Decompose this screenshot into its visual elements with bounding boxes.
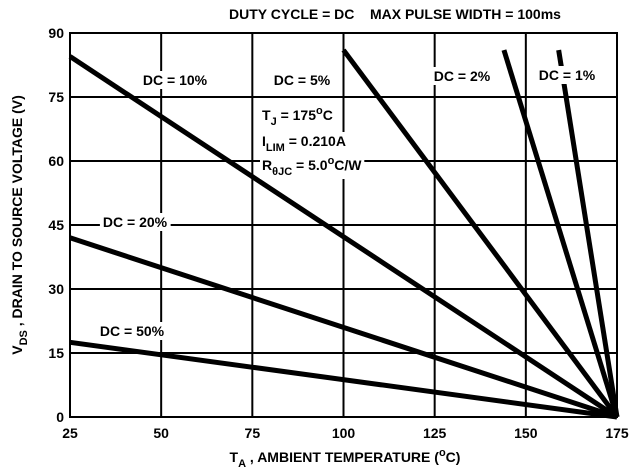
text-part: o — [316, 105, 323, 117]
text-part: C — [323, 107, 333, 123]
y-tick-label: 0 — [56, 409, 64, 425]
y-tick-label: 15 — [48, 345, 64, 361]
series-line — [501, 49, 620, 418]
text-part: o — [328, 155, 335, 167]
text-part: C) — [446, 449, 461, 465]
series-label: DC = 10% — [143, 72, 208, 88]
text-part: = 175 — [277, 107, 317, 123]
text-part: T — [230, 449, 239, 465]
x-tick-label: 75 — [245, 425, 261, 441]
x-tick-label: 100 — [332, 425, 356, 441]
y-tick-label: 60 — [48, 153, 64, 169]
text-part: = 0.210A — [285, 133, 346, 149]
text-part: DS — [18, 330, 30, 345]
x-tick-label: 25 — [62, 425, 78, 441]
label-background — [535, 66, 599, 84]
series-label: DC = 2% — [434, 68, 491, 84]
label-background — [139, 71, 211, 89]
annotation: TJ = 175oC — [262, 105, 333, 128]
plot-border — [69, 32, 618, 418]
label-background — [260, 104, 335, 129]
text-part: A — [238, 458, 246, 470]
label-background — [430, 67, 494, 85]
text-part: o — [439, 447, 446, 459]
series-label: DC = 5% — [274, 72, 331, 88]
text-part: T — [262, 107, 271, 123]
text-part: J — [271, 116, 277, 128]
text-part: LIM — [266, 142, 285, 154]
y-tick-label: 75 — [48, 89, 64, 105]
y-tick-label: 90 — [48, 25, 64, 41]
series-line — [68, 54, 619, 420]
annotation: RθJC = 5.0oC/W — [262, 155, 362, 178]
text-part: , DRAIN TO SOURCE VOLTAGE (V) — [9, 95, 25, 330]
x-tick-label: 175 — [605, 425, 629, 441]
series-line — [69, 339, 618, 420]
label-background — [96, 322, 168, 340]
y-tick-label: 30 — [48, 281, 64, 297]
y-tick-label: 45 — [48, 217, 64, 233]
label-background — [99, 213, 171, 231]
x-tick-label: 125 — [423, 425, 447, 441]
text-part: = 5.0 — [292, 157, 328, 173]
text-part: θJC — [272, 166, 292, 178]
text-part: I — [262, 133, 266, 149]
text-part: V — [9, 345, 25, 355]
label-background — [270, 71, 334, 89]
x-tick-label: 150 — [514, 425, 538, 441]
series-line — [69, 235, 618, 420]
series-label: DC = 1% — [539, 67, 596, 83]
annotation: ILIM = 0.210A — [262, 133, 346, 154]
y-axis-title: VDS , DRAIN TO SOURCE VOLTAGE (V) — [9, 95, 30, 355]
label-background — [260, 132, 348, 155]
chart-title: DUTY CYCLE = DC MAX PULSE WIDTH = 100ms — [229, 6, 561, 22]
label-background — [260, 154, 365, 179]
text-part: R — [262, 157, 272, 173]
series-line — [341, 48, 620, 419]
text-part: C/W — [334, 157, 362, 173]
text-part: , AMBIENT TEMPERATURE ( — [246, 449, 439, 465]
series-line — [556, 49, 620, 418]
x-axis-title: TA , AMBIENT TEMPERATURE (oC) — [230, 447, 461, 470]
x-tick-label: 50 — [153, 425, 169, 441]
series-label: DC = 50% — [100, 323, 165, 339]
series-label: DC = 20% — [103, 214, 168, 230]
